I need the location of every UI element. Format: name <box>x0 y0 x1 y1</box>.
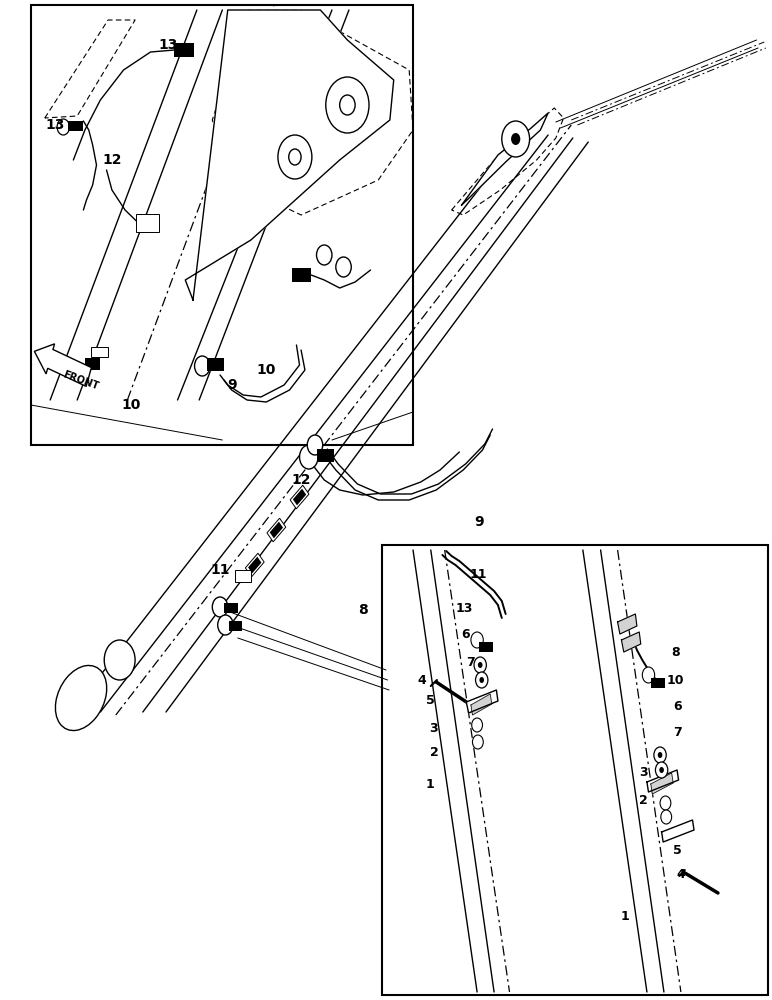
Polygon shape <box>618 614 637 634</box>
Text: 11: 11 <box>210 563 230 577</box>
Text: 8: 8 <box>358 603 367 617</box>
Bar <box>207 358 224 371</box>
Circle shape <box>336 257 351 277</box>
Bar <box>290 485 309 509</box>
Polygon shape <box>651 773 673 794</box>
Polygon shape <box>647 770 679 792</box>
Text: 1: 1 <box>621 910 630 924</box>
Bar <box>229 621 242 631</box>
Bar <box>136 214 159 232</box>
Text: 6: 6 <box>461 629 470 642</box>
Text: 10: 10 <box>121 398 141 412</box>
Polygon shape <box>462 113 548 205</box>
Bar <box>31 5 413 445</box>
Bar <box>382 545 768 995</box>
Bar <box>68 121 83 131</box>
Text: 5: 5 <box>426 694 435 706</box>
Text: 12: 12 <box>291 473 311 487</box>
Bar <box>317 449 334 462</box>
Bar <box>248 557 262 573</box>
Ellipse shape <box>56 665 107 731</box>
FancyArrow shape <box>35 344 91 386</box>
Text: 3: 3 <box>638 766 648 778</box>
Polygon shape <box>471 694 492 715</box>
Circle shape <box>478 662 482 668</box>
Circle shape <box>659 767 664 773</box>
Text: 13: 13 <box>456 601 473 614</box>
Polygon shape <box>662 820 694 842</box>
Bar <box>224 603 238 613</box>
Text: 13: 13 <box>46 118 66 132</box>
Circle shape <box>642 667 655 683</box>
Circle shape <box>658 752 662 758</box>
Text: 6: 6 <box>673 700 682 712</box>
Polygon shape <box>185 10 394 300</box>
Bar <box>293 489 306 505</box>
Circle shape <box>300 445 318 469</box>
Circle shape <box>655 762 668 778</box>
Circle shape <box>654 747 666 763</box>
Text: 3: 3 <box>429 722 438 734</box>
Text: 2: 2 <box>638 794 648 806</box>
Circle shape <box>340 95 355 115</box>
Text: 2: 2 <box>430 746 439 758</box>
Bar <box>91 347 108 357</box>
Circle shape <box>472 718 482 732</box>
Circle shape <box>317 245 332 265</box>
Bar <box>479 642 493 652</box>
Bar <box>651 678 665 688</box>
Bar <box>174 43 194 57</box>
Circle shape <box>278 135 312 179</box>
Circle shape <box>479 677 484 683</box>
Text: 1: 1 <box>425 778 435 792</box>
Bar <box>85 358 100 370</box>
Bar <box>245 553 264 577</box>
Bar <box>235 570 251 582</box>
Circle shape <box>218 615 233 635</box>
Circle shape <box>195 356 210 376</box>
Circle shape <box>57 119 69 135</box>
Bar <box>267 518 286 542</box>
Text: 4: 4 <box>676 868 686 882</box>
Polygon shape <box>466 690 498 713</box>
Text: 12: 12 <box>102 153 122 167</box>
Circle shape <box>289 149 301 165</box>
Text: 5: 5 <box>672 844 682 856</box>
Circle shape <box>326 77 369 133</box>
Text: 9: 9 <box>474 515 483 529</box>
Circle shape <box>476 672 488 688</box>
Circle shape <box>212 597 228 617</box>
Text: 10: 10 <box>256 363 276 377</box>
Circle shape <box>661 810 672 824</box>
Text: 10: 10 <box>667 674 684 686</box>
Text: FRONT: FRONT <box>62 370 100 392</box>
Text: 4: 4 <box>418 674 427 686</box>
Circle shape <box>474 657 486 673</box>
Circle shape <box>104 640 135 680</box>
Circle shape <box>472 735 483 749</box>
Bar <box>73 364 89 376</box>
Text: 13: 13 <box>158 38 178 52</box>
Text: 8: 8 <box>671 646 680 658</box>
Text: 9: 9 <box>227 378 236 392</box>
Circle shape <box>660 796 671 810</box>
Bar <box>269 522 283 538</box>
Text: 11: 11 <box>470 568 487 582</box>
Text: 7: 7 <box>673 726 682 738</box>
Circle shape <box>471 632 483 648</box>
Circle shape <box>511 133 520 145</box>
Circle shape <box>307 435 323 455</box>
Bar <box>292 268 311 282</box>
Circle shape <box>502 121 530 157</box>
Text: 7: 7 <box>466 656 476 668</box>
Polygon shape <box>621 632 641 652</box>
